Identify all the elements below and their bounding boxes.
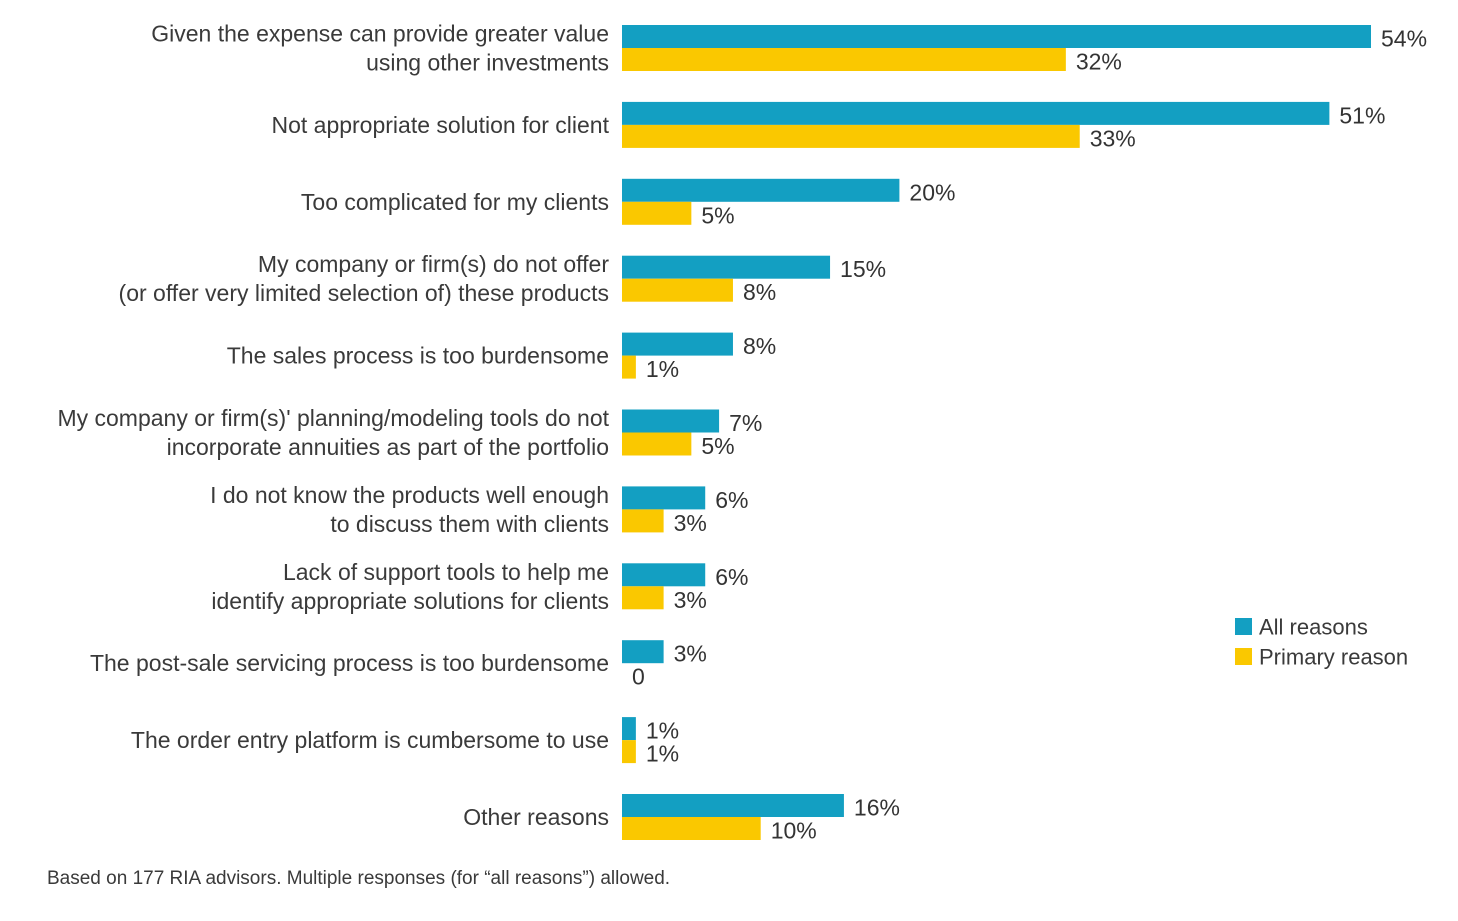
bar-all-reasons [622, 255, 831, 279]
bar-all-reasons [622, 409, 720, 433]
bars [622, 25, 1371, 840]
value-label-all-reasons: 15% [840, 256, 886, 282]
bar-all-reasons [622, 332, 733, 356]
bar-primary-reason [622, 48, 1066, 71]
value-label-primary-reason: 32% [1076, 49, 1122, 75]
bar-primary-reason [622, 124, 1080, 148]
bar-primary-reason [622, 817, 761, 840]
value-label-all-reasons: 16% [854, 795, 900, 821]
bar-all-reasons [622, 25, 1371, 48]
value-label-primary-reason: 0 [632, 664, 645, 690]
category-label-line: Given the expense can provide greater va… [151, 21, 609, 47]
legend-label: Primary reason [1259, 645, 1408, 670]
bar-primary-reason [622, 355, 636, 379]
category-label-line: My company or firm(s) do not offer [258, 251, 609, 277]
bar-all-reasons [622, 486, 706, 510]
legend-swatch [1235, 648, 1252, 665]
category-label-line: to discuss them with clients [330, 511, 609, 537]
category-label: My company or firm(s) do not offer (or of… [119, 251, 610, 306]
value-label-primary-reason: 8% [743, 279, 776, 305]
category-label: Not appropriate solution for client [271, 112, 609, 138]
value-label-all-reasons: 8% [743, 333, 776, 359]
category-label-line: I do not know the products well enough [210, 482, 609, 508]
legend-swatch [1235, 618, 1252, 635]
bar-primary-reason [622, 201, 692, 225]
bar-all-reasons [622, 717, 636, 741]
category-label: Too complicated for my clients [301, 189, 609, 215]
category-label: The post-sale servicing process is too b… [90, 650, 609, 676]
value-label-primary-reason: 3% [674, 587, 707, 613]
category-label-line: The order entry platform is cumbersome t… [131, 727, 609, 753]
category-label-line: (or offer very limited selection of) the… [119, 280, 609, 306]
value-label-primary-reason: 10% [771, 818, 817, 844]
footnote: Based on 177 RIA advisors. Multiple resp… [47, 868, 671, 889]
value-labels: 54%32%51%33%20%5%15%8%8%1%7%5%6%3%6%3%3%… [632, 26, 1427, 844]
value-label-primary-reason: 5% [701, 433, 734, 459]
bar-primary-reason [622, 432, 692, 456]
value-label-all-reasons: 6% [715, 487, 748, 513]
category-label-line: using other investments [366, 50, 609, 76]
category-label-line: My company or firm(s)' planning/modeling… [57, 405, 609, 431]
bar-all-reasons [622, 178, 900, 202]
bar-all-reasons [622, 563, 706, 587]
value-label-primary-reason: 1% [646, 356, 679, 382]
value-label-all-reasons: 3% [674, 641, 707, 667]
bar-all-reasons [622, 101, 1330, 125]
category-label-line: Other reasons [463, 804, 609, 830]
value-label-primary-reason: 33% [1090, 125, 1136, 151]
category-label: I do not know the products well enough to… [210, 482, 609, 537]
value-label-all-reasons: 51% [1339, 102, 1385, 128]
value-label-all-reasons: 1% [646, 718, 679, 744]
bar-primary-reason [622, 586, 664, 610]
value-label-primary-reason: 3% [674, 510, 707, 536]
category-label: Other reasons [463, 804, 609, 830]
category-label: Lack of support tools to help me identify… [211, 559, 609, 614]
value-label-all-reasons: 20% [909, 179, 955, 205]
bar-primary-reason [622, 278, 733, 302]
bar-primary-reason [622, 740, 636, 764]
category-label: Given the expense can provide greater va… [151, 21, 609, 76]
category-label-line: Lack of support tools to help me [283, 559, 609, 585]
value-label-primary-reason: 1% [646, 741, 679, 767]
category-label-line: The sales process is too burdensome [227, 343, 609, 369]
legend: All reasons Primary reason [1235, 615, 1408, 670]
category-label: The sales process is too burdensome [227, 343, 609, 369]
category-label-line: Too complicated for my clients [301, 189, 609, 215]
bar-primary-reason [622, 509, 664, 533]
category-label-line: incorporate annuities as part of the por… [167, 434, 609, 460]
value-label-all-reasons: 6% [715, 564, 748, 590]
category-label-line: Not appropriate solution for client [271, 112, 609, 138]
category-label: The order entry platform is cumbersome t… [131, 727, 609, 753]
value-label-all-reasons: 54% [1381, 26, 1427, 52]
value-label-all-reasons: 7% [729, 410, 762, 436]
category-label-line: identify appropriate solutions for clien… [211, 588, 609, 614]
value-label-primary-reason: 5% [701, 202, 734, 228]
category-label-line: The post-sale servicing process is too b… [90, 650, 609, 676]
bar-all-reasons [622, 640, 664, 664]
legend-label: All reasons [1259, 615, 1368, 640]
bar-all-reasons [622, 794, 844, 817]
category-label: My company or firm(s)' planning/modeling… [57, 405, 609, 460]
category-labels: Given the expense can provide greater va… [57, 21, 609, 831]
